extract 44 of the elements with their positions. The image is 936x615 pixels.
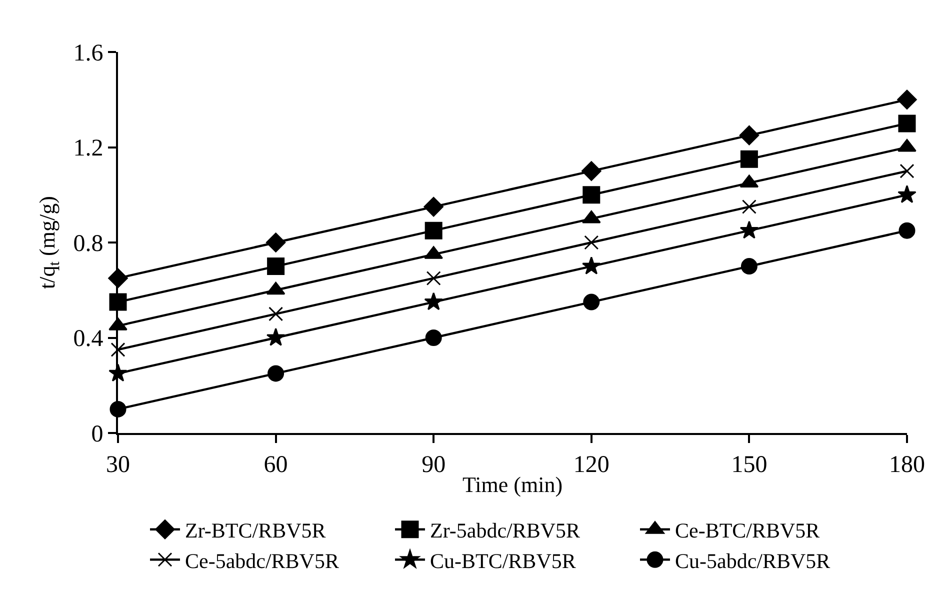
x-tick-label: 120 <box>573 452 610 478</box>
x-tick-label: 180 <box>889 452 925 478</box>
legend-label: Cu-BTC/RBV5R <box>430 548 576 573</box>
point <box>424 222 442 240</box>
legend-label: Zr-5abdc/RBV5R <box>430 518 580 543</box>
point <box>583 294 600 310</box>
point <box>740 150 758 168</box>
point <box>268 306 284 322</box>
point <box>425 330 442 346</box>
legend-label: Zr-BTC/RBV5R <box>185 518 326 543</box>
x-axis-title: Time (min) <box>462 472 563 498</box>
point <box>898 114 916 132</box>
point <box>582 256 601 274</box>
legend-label: Ce-5abdc/RBV5R <box>185 548 339 573</box>
y-tick-label: 0.8 <box>73 230 104 257</box>
point <box>426 270 441 286</box>
point <box>110 342 126 357</box>
point <box>900 164 914 178</box>
y-tick-label: 0.4 <box>73 326 104 352</box>
x-tick-label: 90 <box>422 452 446 478</box>
x-tick-label: 30 <box>106 452 130 478</box>
point <box>897 90 917 110</box>
point <box>898 222 916 239</box>
point <box>742 200 756 214</box>
point <box>582 161 602 181</box>
legend-label: Ce-BTC/RBV5R <box>675 518 820 543</box>
point <box>268 365 284 382</box>
y-tick-label: 1.6 <box>73 40 104 66</box>
point <box>424 292 443 310</box>
y-tick-label: 1.2 <box>73 136 104 162</box>
y-tick-label: 0 <box>91 421 104 448</box>
point <box>266 232 286 252</box>
point <box>582 186 600 204</box>
point <box>266 328 286 346</box>
legend-label: Cu-5abdc/RBV5R <box>675 548 830 573</box>
x-tick-label: 60 <box>264 452 288 478</box>
point <box>267 258 285 276</box>
x-tick-label: 150 <box>731 452 768 478</box>
point <box>739 125 760 146</box>
point <box>424 196 444 217</box>
point <box>740 258 758 275</box>
point <box>740 220 759 239</box>
point <box>584 235 599 250</box>
point <box>898 185 916 203</box>
